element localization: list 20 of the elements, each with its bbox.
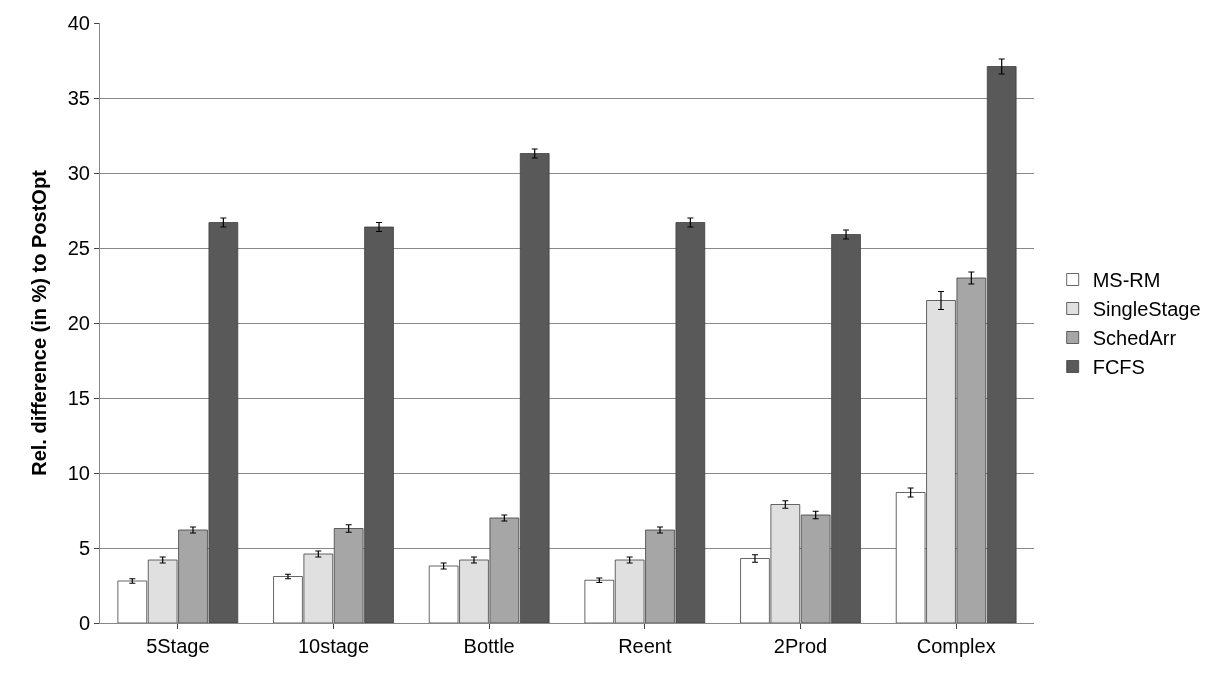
legend-label: MS-RM bbox=[1092, 269, 1161, 292]
y-tick-label: 25 bbox=[67, 237, 90, 259]
y-axis-title: Rel. difference (in %) to PostOpt bbox=[28, 169, 51, 476]
x-tick-label: 10stage bbox=[297, 635, 370, 657]
x-tick-label: Bottle bbox=[463, 635, 515, 657]
y-tick-label: 40 bbox=[67, 12, 90, 34]
legend-label: SchedArr bbox=[1092, 327, 1177, 350]
x-tick-label: 5Stage bbox=[146, 635, 210, 657]
y-tick-label: 30 bbox=[67, 162, 90, 184]
y-tick-label: 35 bbox=[67, 87, 90, 109]
y-tick-label: 5 bbox=[78, 537, 90, 559]
y-tick-label: 10 bbox=[67, 462, 90, 484]
x-tick-label: Complex bbox=[916, 635, 996, 657]
y-tick-label: 15 bbox=[67, 387, 90, 409]
legend-label: SingleStage bbox=[1092, 298, 1201, 321]
legend-label: FCFS bbox=[1092, 356, 1145, 379]
x-tick-label: Reent bbox=[618, 635, 672, 657]
y-tick-label: 20 bbox=[67, 312, 90, 334]
x-tick-label: 2Prod bbox=[773, 635, 828, 657]
y-tick-label: 0 bbox=[78, 612, 90, 634]
